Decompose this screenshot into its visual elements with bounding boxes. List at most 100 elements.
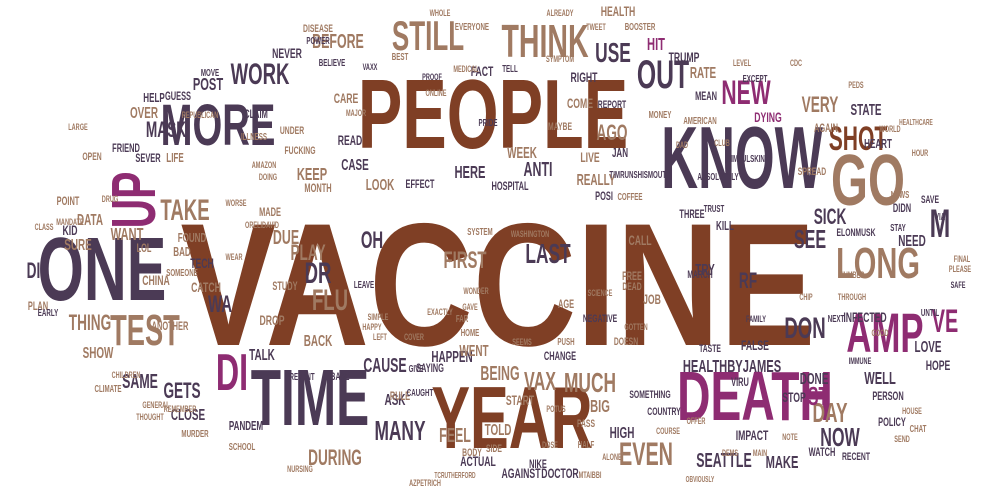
- word-mean: MEAN: [695, 90, 717, 103]
- word-right: RIGHT: [571, 70, 598, 86]
- word-gave: GAVE: [462, 302, 477, 313]
- word-rate: RATE: [690, 64, 716, 82]
- word-play: PLAY: [290, 240, 325, 265]
- word-still: STILL: [392, 13, 464, 60]
- word-kid: KID: [63, 223, 78, 239]
- word-report: REPORT: [598, 98, 627, 110]
- word-final: FINAL: [954, 254, 971, 265]
- word-three: THREE: [679, 208, 704, 221]
- word-offer: OFFER: [687, 416, 706, 427]
- word-drop: DROP: [259, 313, 284, 329]
- word-orelidavid: ORELIDAVID: [245, 220, 279, 231]
- word-data: DATA: [77, 211, 103, 229]
- word-mtaibbi: MTAIBBI: [579, 470, 602, 481]
- word-cover: COVER: [404, 332, 424, 343]
- word-thing: THING: [69, 310, 111, 335]
- word-drug: DRUG: [102, 194, 119, 205]
- word-state: STATE: [850, 101, 881, 119]
- word-st: ST: [808, 381, 829, 411]
- word-show: SHOW: [83, 344, 114, 362]
- word-care: CARE: [334, 91, 359, 107]
- word-prevent: PREVENT: [285, 370, 314, 382]
- word-life: LIFE: [166, 151, 183, 165]
- word-children: CHILDREN: [112, 370, 141, 381]
- word-maybe: MAYBE: [548, 120, 572, 132]
- word-class: CLASS: [35, 222, 54, 233]
- word-actual: ACTUAL: [460, 454, 496, 470]
- word-dad: DAD: [676, 140, 689, 151]
- word-seems: SEEMS: [512, 337, 531, 348]
- word-tweet: TWEET: [586, 22, 606, 33]
- word-call: CALL: [628, 233, 651, 249]
- word-keep: KEEP: [297, 164, 327, 184]
- word-push: PUSH: [557, 335, 574, 347]
- word-pride: PRIDE: [479, 116, 498, 128]
- word-think: THINK: [501, 16, 588, 68]
- word-recent: RECENT: [842, 450, 870, 462]
- word-march: MARCH: [687, 268, 712, 280]
- word-love: LOVE: [915, 338, 942, 356]
- word-climate: CLIMATE: [94, 382, 121, 394]
- word-general: GENERAL: [142, 400, 170, 411]
- word-effect: EFFECT: [406, 178, 435, 191]
- word-hour: HOUR: [912, 148, 929, 159]
- word-vax: VAX: [524, 366, 556, 396]
- word-peds: PEDS: [848, 80, 863, 91]
- word-someone: SOMEONE: [166, 266, 198, 278]
- word-absolutely: ABSOLUTELY: [697, 170, 739, 182]
- word-dying: DYING: [754, 110, 781, 126]
- word-made: MADE: [259, 206, 281, 219]
- word-immune: IMMUNE: [849, 356, 872, 367]
- word-spread: SPREAD: [798, 165, 827, 177]
- word-look: LOOK: [366, 176, 395, 194]
- word-gets: GETS: [163, 378, 200, 403]
- word-mask: MASK: [146, 117, 187, 142]
- word-base: BASE: [331, 370, 350, 382]
- word-pandem: PANDEM: [229, 419, 263, 433]
- word-being: BEING: [480, 362, 519, 385]
- word-go: GO: [831, 140, 905, 220]
- word-bad: BAD: [173, 245, 191, 259]
- word-study: STUDY: [272, 280, 297, 293]
- word-good: GOOD: [871, 328, 888, 339]
- word-leave: LEAVE: [354, 278, 375, 290]
- word-die: DIE: [27, 258, 50, 283]
- word-pass: PASS: [577, 417, 595, 429]
- word-negative: NEGATIVE: [583, 312, 617, 324]
- word-fucking: FUCKING: [284, 144, 315, 156]
- word-want: WANT: [111, 224, 144, 244]
- word-viru: VIRU: [731, 376, 749, 389]
- word-healthcare: HEALTHCARE: [899, 119, 933, 127]
- word-policy: POLICY: [878, 416, 906, 429]
- word-taste: TASTE: [699, 342, 721, 354]
- word-sure: SURE: [64, 236, 92, 254]
- word-high: HIGH: [610, 424, 635, 442]
- word-year: YEAR: [431, 369, 592, 467]
- word-amazon: AMAZON: [252, 160, 276, 171]
- word-washington: WASHINGTON: [511, 229, 549, 240]
- word-vaxx: VAXX: [363, 62, 378, 73]
- word-until: UNTIL: [921, 306, 939, 318]
- word-month: MONTH: [304, 182, 331, 195]
- word-plan: PLAN: [28, 300, 48, 313]
- word-hit: HIT: [647, 34, 665, 54]
- word-last: LAST: [525, 238, 570, 269]
- word-ve: VE: [932, 303, 958, 339]
- word-close: CLOSE: [171, 406, 205, 424]
- word-before: BEFORE: [312, 30, 364, 53]
- word-world: WORLD: [879, 124, 900, 135]
- word-age: AGE: [558, 298, 574, 311]
- word-open: OPEN: [82, 150, 101, 162]
- word-best: BEST: [392, 50, 408, 62]
- word-much: MUCH: [564, 367, 616, 398]
- word-please: PLEASE: [949, 264, 971, 275]
- word-shot: SHOT: [829, 119, 888, 157]
- word-doing: DOING: [259, 172, 277, 183]
- word-really: REALLY: [577, 171, 616, 189]
- word-live: LIVE: [580, 150, 599, 166]
- word-know: KNOW: [661, 110, 823, 208]
- word-even: EVEN: [619, 436, 673, 472]
- word-talk: TALK: [249, 346, 275, 364]
- word-seattle: SEATTLE: [696, 449, 752, 472]
- word-back: BACK: [304, 332, 333, 350]
